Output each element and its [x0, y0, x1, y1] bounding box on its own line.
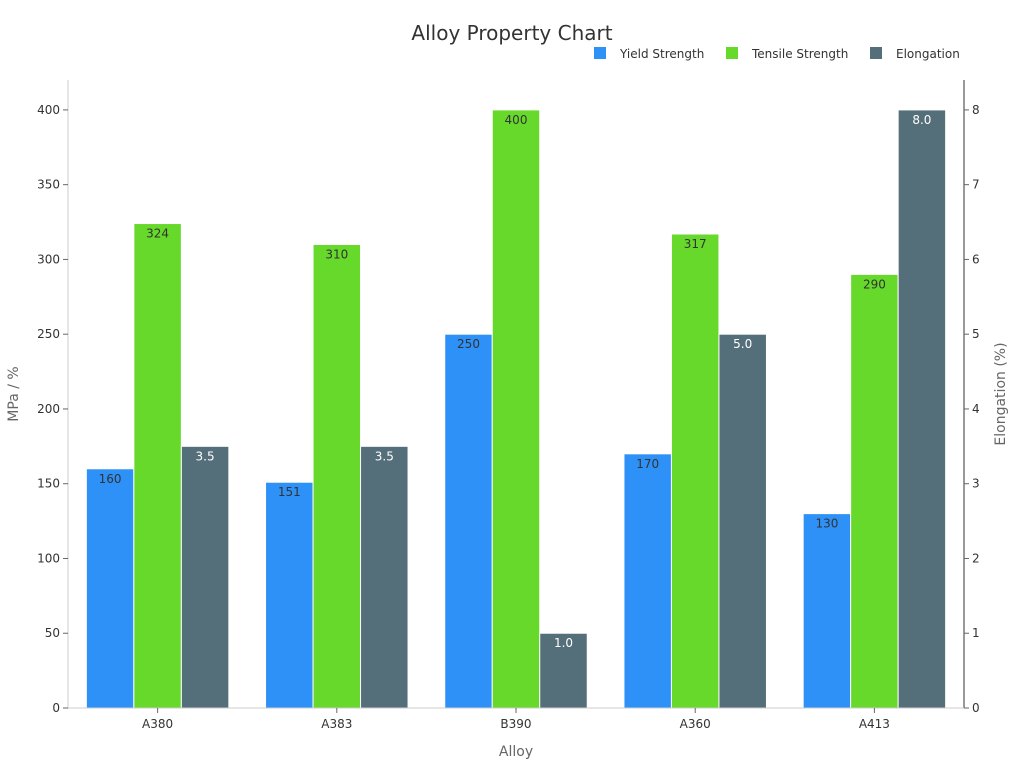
y2-tick-label: 0 — [972, 701, 980, 715]
legend: Yield Strength Tensile Strength Elongation — [594, 47, 960, 61]
bar-data-label: 400 — [505, 113, 528, 127]
y-tick-label: 350 — [37, 178, 60, 192]
bar — [718, 333, 767, 709]
y-tick-label: 150 — [37, 477, 60, 491]
bar — [623, 453, 672, 709]
legend-label: Elongation — [896, 47, 960, 61]
x-axis-title: Alloy — [499, 744, 533, 760]
y2-tick-label: 4 — [972, 402, 980, 416]
legend-swatch — [594, 47, 606, 59]
legend-label: Yield Strength — [619, 47, 704, 61]
y2-tick-label: 1 — [972, 626, 980, 640]
bar — [312, 243, 362, 709]
bar-data-label: 290 — [863, 277, 886, 291]
bar — [444, 333, 493, 709]
y-tick-label: 250 — [37, 327, 60, 341]
bar — [180, 445, 230, 709]
y-tick-label: 100 — [37, 551, 60, 565]
bar-data-label: 317 — [684, 237, 707, 251]
x-tick-label: A413 — [859, 717, 890, 731]
axes-group: 0 50 100 150 200 250 300 350 400 0 1 2 3 4 5 6 7 8 A380 A38… — [37, 80, 980, 731]
bar-data-label: 250 — [457, 337, 480, 351]
y-tick-label: 50 — [45, 626, 60, 640]
bar-data-label: 310 — [325, 247, 348, 261]
y2-tick-label: 3 — [972, 477, 980, 491]
bar — [491, 109, 541, 709]
bar-data-label: 170 — [636, 457, 659, 471]
y-tick-label: 400 — [37, 103, 60, 117]
y2-tick-label: 5 — [972, 327, 980, 341]
bars-group: 160 324 3.5 151 310 3.5 250 400 1.0 170 317 5.0 130 2… — [85, 109, 947, 709]
y-tick-label: 200 — [37, 402, 60, 416]
y2-tick-label: 2 — [972, 551, 980, 565]
y2-tick-label: 7 — [972, 178, 980, 192]
bar — [670, 233, 720, 709]
legend-swatch — [870, 47, 882, 59]
bar — [133, 223, 182, 709]
bar — [897, 109, 947, 709]
bar — [360, 445, 409, 709]
legend-swatch — [726, 47, 738, 59]
legend-label: Tensile Strength — [751, 47, 848, 61]
bar — [802, 513, 852, 709]
bar-data-label: 151 — [278, 485, 301, 499]
chart-title: Alloy Property Chart — [411, 21, 612, 45]
y2-tick-label: 6 — [972, 252, 980, 266]
y-tick-label: 300 — [37, 252, 60, 266]
bar-data-label: 130 — [815, 517, 838, 531]
y-axis-title: MPa / % — [6, 366, 22, 421]
bar — [265, 481, 314, 709]
bar — [85, 468, 135, 709]
y2-axis-title: Elongation (%) — [993, 342, 1009, 445]
bar-data-label: 5.0 — [733, 337, 752, 351]
x-tick-label: A360 — [680, 717, 711, 731]
y2-tick-label: 8 — [972, 103, 980, 117]
bar-data-label: 324 — [146, 227, 169, 241]
x-tick-label: A383 — [321, 717, 352, 731]
bar-data-label: 8.0 — [912, 113, 931, 127]
bar-data-label: 160 — [99, 472, 122, 486]
bar-data-label: 3.5 — [196, 449, 215, 463]
bar-data-label: 1.0 — [554, 636, 573, 650]
x-tick-label: A380 — [142, 717, 173, 731]
bar — [539, 632, 588, 709]
bar — [850, 273, 899, 709]
x-tick-label: B390 — [500, 717, 531, 731]
bar-data-label: 3.5 — [375, 449, 394, 463]
y-tick-label: 0 — [52, 701, 60, 715]
